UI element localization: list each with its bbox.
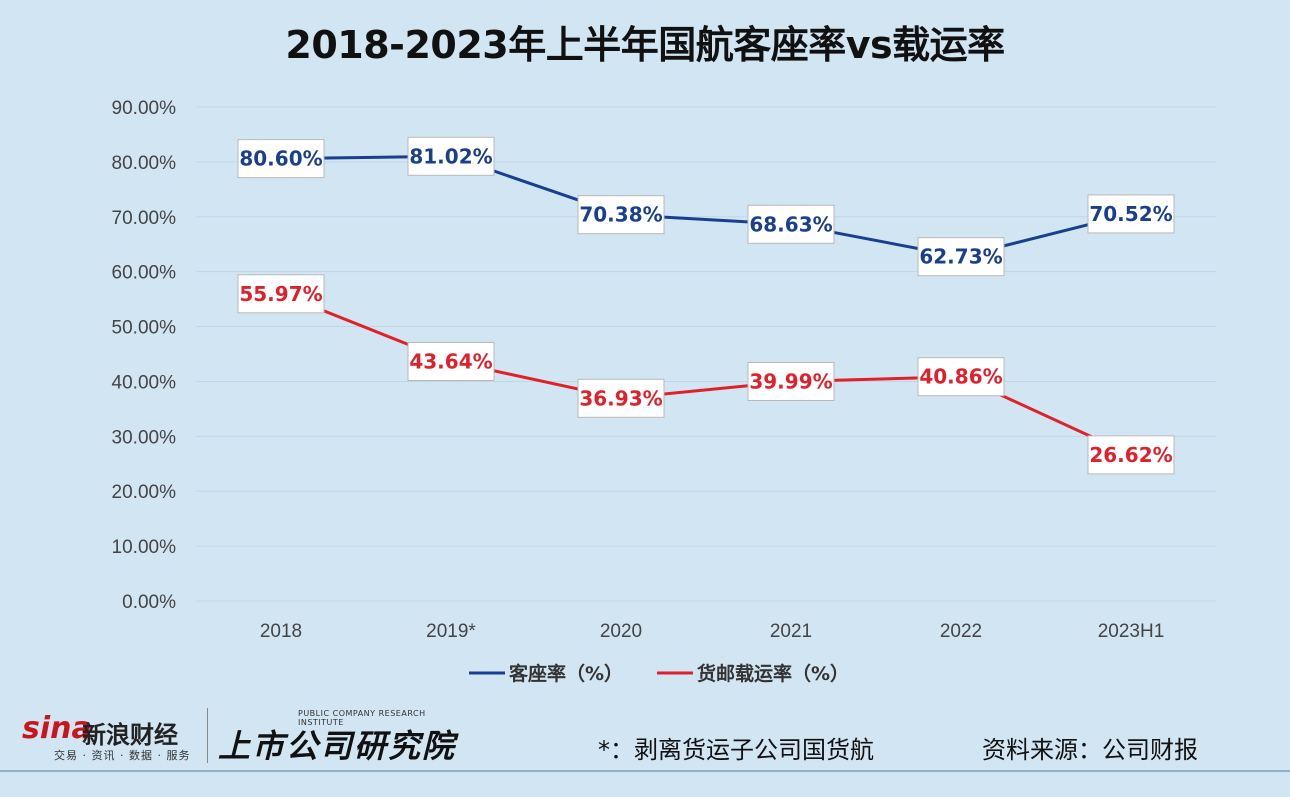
y-tick-label: 40.00% xyxy=(112,372,177,393)
legend-label: 货邮载运率（%） xyxy=(697,662,849,685)
data-label: 26.62% xyxy=(1087,435,1175,475)
data-label-box xyxy=(747,204,835,244)
data-label-box xyxy=(1087,194,1175,234)
data-label-text: 43.64% xyxy=(409,349,492,373)
research-institute-logo: PUBLIC COMPANY RESEARCH INSTITUTE 上市公司研究… xyxy=(218,705,458,765)
y-axis-ticks: 0.00% 10.00% 20.00% 30.00% 40.00% 50.00% 60.00… xyxy=(112,98,177,613)
x-axis-ticks: 2018 2019* 2020 2021 2022 2023H1 xyxy=(260,621,1164,642)
data-label-text: 68.63% xyxy=(749,212,832,236)
data-label: 55.97% xyxy=(237,274,325,314)
data-label-text: 70.52% xyxy=(1089,202,1172,226)
data-label-box xyxy=(1087,435,1175,475)
x-tick-label: 2022 xyxy=(940,621,982,642)
data-label-box xyxy=(237,274,325,314)
data-label: 39.99% xyxy=(747,361,835,401)
data-label-box xyxy=(577,378,665,418)
sina-finance-name: 新浪财经 xyxy=(82,721,178,749)
data-label: 70.38% xyxy=(577,195,665,235)
data-label-box xyxy=(917,357,1005,397)
data-label-box xyxy=(237,139,325,179)
x-tick-label: 2020 xyxy=(600,621,642,642)
y-tick-label: 70.00% xyxy=(112,208,177,229)
x-tick-label: 2023H1 xyxy=(1098,621,1165,642)
chart-title: 2018-2023年上半年国航客座率vs载运率 xyxy=(285,23,1005,67)
line-chart: 0.00% 10.00% 20.00% 30.00% 40.00% 50.00% 60.00… xyxy=(112,98,1216,685)
x-tick-label: 2018 xyxy=(260,621,302,642)
legend: 客座率（%） 货邮载运率（%） xyxy=(469,662,849,685)
data-label-text: 39.99% xyxy=(749,369,832,393)
data-label-box xyxy=(577,195,665,235)
sina-wordmark: sina xyxy=(22,711,92,746)
institute-english-name: PUBLIC COMPANY RESEARCH INSTITUTE xyxy=(298,709,426,727)
data-source: 资料来源：公司财报 xyxy=(982,736,1198,764)
data-label-text: 80.60% xyxy=(239,147,322,171)
data-label: 62.73% xyxy=(917,237,1005,277)
data-label: 40.86% xyxy=(917,357,1005,397)
legend-label: 客座率（%） xyxy=(509,662,623,685)
data-label-box xyxy=(917,237,1005,277)
y-tick-label: 60.00% xyxy=(112,263,177,284)
y-tick-label: 80.00% xyxy=(112,153,177,174)
data-labels: 80.60% 81.02% 70.38% 68.63% 62.73% 70.52% 55.9… xyxy=(237,136,1175,475)
data-label: 36.93% xyxy=(577,378,665,418)
data-label-text: 36.93% xyxy=(579,386,662,410)
y-tick-label: 20.00% xyxy=(112,482,177,503)
y-tick-label: 50.00% xyxy=(112,318,177,339)
data-label: 68.63% xyxy=(747,204,835,244)
data-label-box xyxy=(747,361,835,401)
series-lines xyxy=(280,154,1132,457)
data-label-text: 26.62% xyxy=(1089,443,1172,467)
y-tick-label: 10.00% xyxy=(112,537,177,558)
institute-chinese-name: 上市公司研究院 xyxy=(218,727,457,765)
data-label-box xyxy=(407,341,495,381)
grid-lines xyxy=(196,106,1216,602)
x-tick-label: 2021 xyxy=(770,621,812,642)
data-label: 80.60% xyxy=(237,139,325,179)
data-label-text: 81.02% xyxy=(409,144,492,168)
y-tick-label: 0.00% xyxy=(122,592,176,613)
y-tick-label: 30.00% xyxy=(112,427,177,448)
brand-divider xyxy=(207,708,208,763)
footnote: *：剥离货运子公司国货航 xyxy=(598,736,874,764)
data-label-text: 40.86% xyxy=(919,365,1002,389)
data-label: 70.52% xyxy=(1087,194,1175,234)
x-tick-label: 2019* xyxy=(426,621,476,642)
footer-divider xyxy=(0,770,1290,772)
sina-tagline: 交易 · 资讯 · 数据 · 服务 xyxy=(54,749,191,762)
data-label: 81.02% xyxy=(407,136,495,176)
sina-finance-logo: sina 新浪财经 交易 · 资讯 · 数据 · 服务 xyxy=(22,705,202,765)
data-label-box xyxy=(407,136,495,176)
data-label-text: 62.73% xyxy=(919,245,1002,269)
data-label: 43.64% xyxy=(407,341,495,381)
y-tick-label: 90.00% xyxy=(112,98,177,119)
data-label-text: 70.38% xyxy=(579,203,662,227)
data-label-text: 55.97% xyxy=(239,282,322,306)
